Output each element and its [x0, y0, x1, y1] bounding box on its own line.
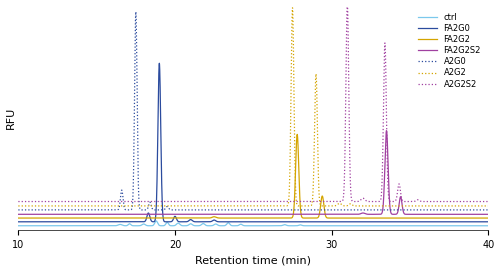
Legend: ctrl, FA2G0, FA2G2, FA2G2S2, A2G0, A2G2, A2G2S2: ctrl, FA2G0, FA2G2, FA2G2S2, A2G0, A2G2,… — [415, 10, 484, 92]
Y-axis label: RFU: RFU — [6, 107, 16, 129]
X-axis label: Retention time (min): Retention time (min) — [196, 256, 312, 265]
